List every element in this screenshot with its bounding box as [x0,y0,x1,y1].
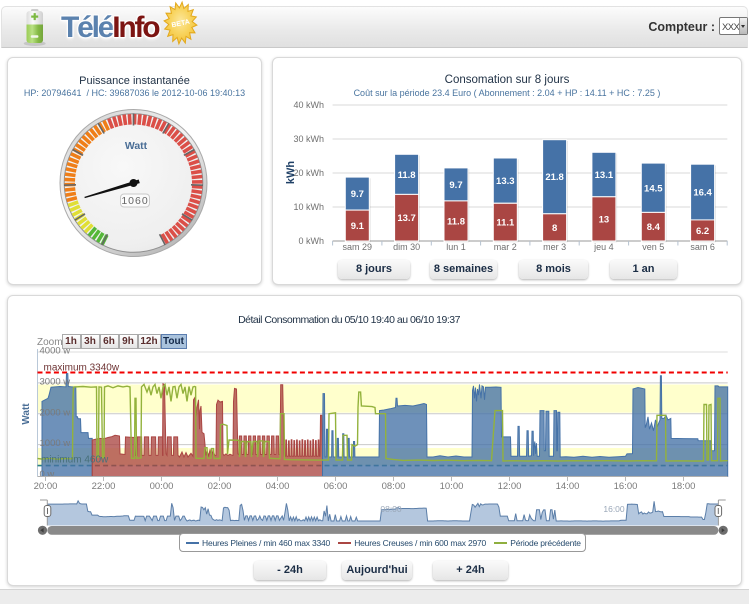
svg-text:11.8: 11.8 [447,216,465,227]
svg-text:mer 3: mer 3 [543,242,566,252]
svg-text:9.7: 9.7 [449,180,462,191]
svg-text:11.8: 11.8 [398,170,416,181]
svg-text:0 kWh: 0 kWh [298,236,324,246]
svg-text:Watt: Watt [21,403,32,425]
svg-text:8.4: 8.4 [647,222,661,233]
svg-text:13.7: 13.7 [397,213,416,224]
svg-text:0 w: 0 w [40,469,55,480]
svg-text:00:00: 00:00 [150,481,174,492]
svg-text:minimum 460w: minimum 460w [41,455,109,466]
svg-text:20 kWh: 20 kWh [293,168,324,178]
svg-text:21.8: 21.8 [545,172,564,183]
svg-text:ven 5: ven 5 [642,242,664,252]
svg-text:14:00: 14:00 [556,481,580,492]
svg-text:08:00: 08:00 [382,481,406,492]
svg-text:40 kWh: 40 kWh [293,100,324,110]
svg-text:sam 29: sam 29 [343,242,373,252]
svg-text:2000 w: 2000 w [40,407,71,418]
svg-text:30 kWh: 30 kWh [293,134,324,144]
svg-text:6.2: 6.2 [696,226,709,237]
svg-text:04:00: 04:00 [266,481,290,492]
svg-text:8: 8 [552,223,557,234]
svg-text:BETA: BETA [171,19,191,30]
svg-text:1060: 1060 [121,195,148,207]
svg-text:14.5: 14.5 [644,183,663,194]
svg-text:jeu 4: jeu 4 [593,242,614,252]
svg-text:9.7: 9.7 [351,189,364,200]
svg-text:06:00: 06:00 [324,481,348,492]
svg-text:08:00: 08:00 [380,504,402,514]
svg-text:22:00: 22:00 [92,481,116,492]
svg-text:11.1: 11.1 [496,218,515,229]
svg-text:lun 1: lun 1 [446,242,466,252]
svg-text:13: 13 [599,214,610,225]
svg-text:02:00: 02:00 [208,481,232,492]
svg-text:10 kWh: 10 kWh [293,202,324,212]
svg-text:4000 w: 4000 w [40,346,71,357]
svg-text:sam 6: sam 6 [690,242,715,252]
svg-text:20:00: 20:00 [34,481,58,492]
svg-text:9.1: 9.1 [351,221,365,232]
svg-text:3000 w: 3000 w [40,377,71,388]
svg-text:18:00: 18:00 [672,481,696,492]
svg-text:kWh: kWh [285,161,297,185]
svg-text:13.1: 13.1 [595,170,614,181]
svg-text:dim 30: dim 30 [393,242,420,252]
svg-text:12:00: 12:00 [498,481,522,492]
svg-text:16.4: 16.4 [693,188,712,199]
svg-text:maximum 3340w: maximum 3340w [44,363,120,374]
svg-text:10:00: 10:00 [440,481,464,492]
svg-text:1000 w: 1000 w [40,438,71,449]
svg-text:16:00: 16:00 [603,504,625,514]
svg-text:13.3: 13.3 [496,176,515,187]
svg-text:Watt: Watt [125,140,148,152]
svg-text:16:00: 16:00 [614,481,638,492]
svg-text:mar 2: mar 2 [494,242,517,252]
